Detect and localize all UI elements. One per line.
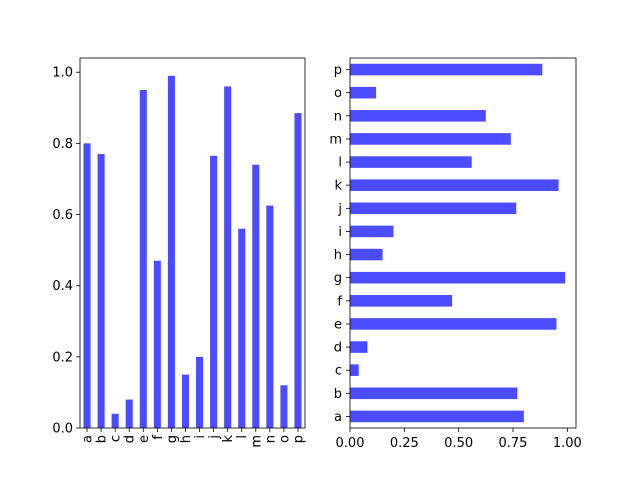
y-tick-label: o (334, 86, 342, 101)
bar-g (167, 75, 175, 429)
y-tick-label: 1.0 (52, 66, 73, 81)
bar-c (350, 364, 359, 376)
bar-i (196, 356, 204, 428)
x-tick-label: d (123, 435, 138, 443)
bar-d (350, 341, 368, 353)
bar-j (210, 155, 218, 428)
bar-p (350, 63, 543, 76)
axes-frame (79, 57, 306, 429)
x-tick-label: h (179, 435, 194, 443)
x-tick-label: f (151, 435, 166, 440)
bar-o (350, 86, 377, 99)
bar-b (97, 154, 105, 429)
x-tick-label: 1.00 (553, 436, 582, 451)
y-tick-label: 0.4 (52, 279, 73, 294)
bar-i (350, 225, 394, 238)
y-tick-label: a (334, 410, 342, 425)
y-tick-label: 0.0 (52, 422, 73, 437)
y-tick-label: 0.8 (52, 137, 73, 152)
bar-d (125, 399, 133, 428)
bar-a (350, 410, 524, 423)
y-tick-label: g (334, 271, 342, 286)
y-tick-label: b (334, 387, 342, 402)
y-tick-label: n (334, 109, 342, 124)
bar-m (350, 133, 511, 145)
vertical-bar-chart: 0.0 0.2 0.4 0.6 0.8 1.0 a b c d e f g h i j k l m n o p (52, 57, 306, 448)
axes-frame (349, 57, 577, 429)
bar-a (83, 143, 91, 428)
y-tick-label: p (334, 63, 342, 78)
x-tick-label: 0.00 (336, 436, 365, 451)
x-tick-label: j (207, 435, 222, 440)
bar-g (350, 271, 566, 284)
bar-o (280, 385, 288, 428)
x-tick-label: m (249, 435, 264, 448)
x-tick-label: c (109, 435, 124, 442)
bar-l (350, 156, 472, 168)
bar-e (139, 90, 147, 429)
x-tick-label: p (291, 435, 306, 443)
bar-h (181, 374, 189, 428)
x-tick-label: 0.50 (444, 436, 473, 451)
bar-e (350, 318, 557, 330)
bar-c (111, 413, 119, 428)
y-tick-label: h (334, 248, 342, 263)
bar-b (350, 387, 518, 400)
bar-f (153, 260, 161, 428)
y-tick-label: m (329, 132, 342, 147)
x-tick-label: n (263, 435, 278, 443)
bar-h (350, 248, 383, 261)
x-tick-label: 0.25 (390, 436, 419, 451)
bar-m (252, 164, 260, 428)
y-tick-label: 0.2 (52, 350, 73, 365)
y-tick-label: e (334, 317, 342, 332)
x-tick-label: b (95, 435, 110, 443)
x-tick-label: i (193, 435, 208, 439)
x-tick-label: g (165, 435, 180, 443)
x-tick-label: l (235, 435, 250, 439)
x-tick-label: k (221, 435, 236, 443)
y-tick-label: 0.6 (52, 208, 73, 223)
bar-f (350, 295, 453, 307)
y-tick-label: l (338, 156, 342, 171)
bar-k (224, 86, 232, 428)
y-tick-label: c (335, 364, 342, 379)
bar-n (266, 205, 274, 428)
x-tick-label: o (277, 435, 292, 443)
y-tick-label: d (334, 341, 342, 356)
bar-k (350, 179, 559, 191)
y-tick-label: k (334, 179, 342, 194)
x-tick-label: a (81, 435, 96, 443)
bar-n (350, 110, 486, 122)
bar-p (294, 113, 302, 429)
y-tick-label: i (338, 225, 342, 240)
bar-l (238, 228, 246, 428)
bar-j (350, 202, 517, 215)
x-tick-label: 0.75 (499, 436, 528, 451)
y-tick-label: f (337, 294, 342, 309)
x-tick-label: e (137, 435, 152, 443)
y-tick-label: j (337, 202, 342, 217)
